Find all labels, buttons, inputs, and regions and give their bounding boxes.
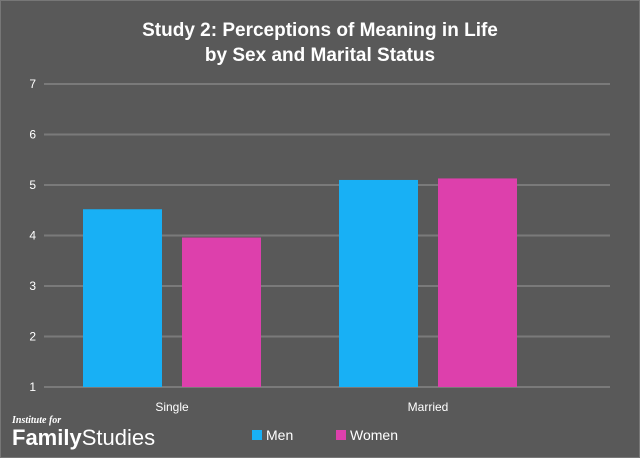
title-line-1: Study 2: Perceptions of Meaning in Life — [142, 20, 498, 41]
legend-item-men: Men — [252, 427, 293, 443]
legend-swatch-women — [336, 430, 346, 440]
legend-label-men: Men — [266, 427, 294, 443]
ifs-logo: Institute for FamilyStudies — [12, 415, 155, 450]
bar-women-single — [182, 237, 261, 387]
y-tick-label: 4 — [29, 229, 36, 243]
y-tick-label: 5 — [29, 178, 36, 192]
chart-title: Study 2: Perceptions of Meaning in Life … — [0, 18, 640, 68]
bar-men-married — [339, 179, 418, 387]
legend-swatch-men — [252, 430, 262, 440]
x-tick-label: Single — [155, 400, 189, 414]
bar-women-married — [438, 178, 517, 387]
legend-label-women: Women — [350, 427, 398, 443]
y-tick-label: 6 — [29, 128, 36, 142]
y-tick-label: 1 — [29, 380, 36, 394]
y-tick-label: 7 — [29, 77, 36, 91]
bar-men-single — [83, 209, 162, 387]
title-line-2: by Sex and Marital Status — [204, 45, 436, 66]
x-tick-label: Married — [408, 400, 449, 414]
logo-light-text: Studies — [81, 425, 156, 450]
logo-bold-text: Family — [12, 425, 82, 450]
y-tick-label: 3 — [29, 279, 36, 293]
legend-item-women: Women — [336, 427, 398, 443]
logo-small-text: Institute for — [12, 415, 62, 426]
y-tick-label: 2 — [29, 330, 36, 344]
